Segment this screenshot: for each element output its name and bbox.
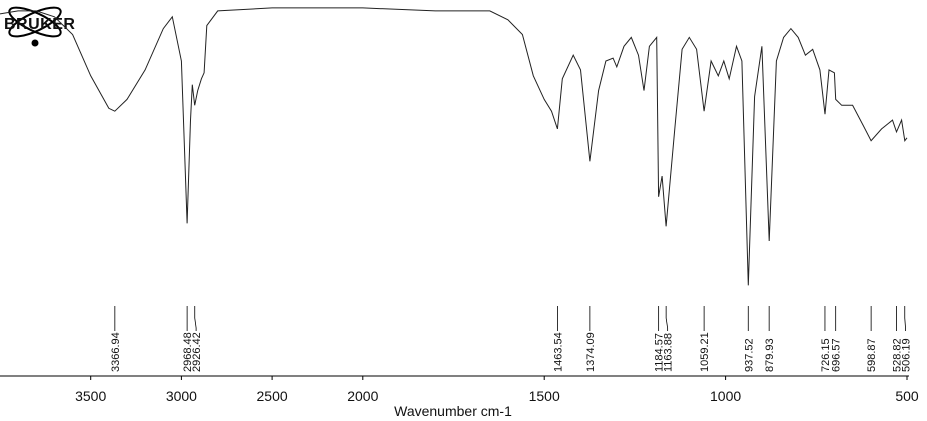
peak-label: 2968.48 bbox=[182, 332, 194, 372]
x-axis-label: Wavenumber cm-1 bbox=[394, 403, 512, 419]
peak-label: 1059.21 bbox=[699, 332, 711, 372]
x-tick-label: 1000 bbox=[710, 388, 741, 404]
peak-label: 937.52 bbox=[743, 338, 755, 372]
x-tick-label: 500 bbox=[895, 388, 919, 404]
x-tick-label: 3000 bbox=[166, 388, 197, 404]
logo-orbit bbox=[8, 6, 62, 38]
logo-dot bbox=[31, 39, 39, 47]
x-tick-label: 3500 bbox=[75, 388, 106, 404]
peak-label: 1463.54 bbox=[552, 332, 564, 372]
peak-label: 3366.94 bbox=[110, 332, 122, 372]
peak-label: 726.15 bbox=[820, 338, 832, 372]
logo-text: BRUKER bbox=[4, 16, 75, 33]
peak-label: 598.87 bbox=[866, 338, 878, 372]
peak-marker bbox=[904, 306, 906, 331]
logo-orbit bbox=[8, 6, 62, 38]
peak-label: 696.57 bbox=[831, 338, 843, 372]
peak-label: 879.93 bbox=[764, 338, 776, 372]
x-tick-label: 1500 bbox=[529, 388, 560, 404]
peak-label: 1163.88 bbox=[663, 333, 675, 372]
peak-label: 1184.57 bbox=[654, 333, 666, 372]
peak-label: 1374.09 bbox=[585, 332, 597, 372]
spectrum-line bbox=[0, 7, 908, 286]
peak-marker bbox=[665, 306, 669, 331]
x-tick-label: 2500 bbox=[257, 388, 288, 404]
x-tick-label: 2000 bbox=[347, 388, 378, 404]
peak-label: 528.82 bbox=[892, 338, 904, 372]
logo: BRUKER bbox=[4, 6, 75, 47]
peak-label: 2926.42 bbox=[191, 332, 203, 372]
peak-label: 506.19 bbox=[901, 338, 913, 372]
peak-marker bbox=[194, 306, 197, 331]
